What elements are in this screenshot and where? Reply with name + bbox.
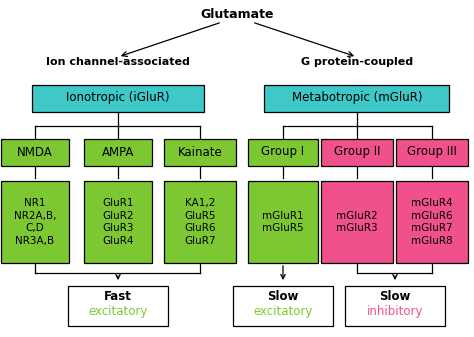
Text: Ion channel-associated: Ion channel-associated	[46, 57, 190, 67]
Bar	[345, 286, 445, 326]
Bar	[264, 85, 449, 112]
Bar	[321, 181, 393, 263]
Text: excitatory: excitatory	[88, 306, 148, 318]
Text: mGluR1
mGluR5: mGluR1 mGluR5	[262, 211, 304, 233]
Text: Group III: Group III	[407, 146, 457, 158]
Text: excitatory: excitatory	[253, 306, 313, 318]
Bar	[1, 139, 69, 165]
Text: Slow: Slow	[267, 290, 299, 304]
Bar	[396, 181, 468, 263]
Bar	[84, 181, 152, 263]
Text: Ionotropic (iGluR): Ionotropic (iGluR)	[66, 92, 170, 104]
Bar	[248, 181, 318, 263]
Text: Group I: Group I	[262, 146, 305, 158]
Bar	[32, 85, 204, 112]
Bar	[164, 139, 236, 165]
Text: Group II: Group II	[334, 146, 380, 158]
Text: mGluR2
mGluR3: mGluR2 mGluR3	[336, 211, 378, 233]
Text: Kainate: Kainate	[178, 146, 222, 158]
Text: AMPA: AMPA	[102, 146, 134, 158]
Text: G protein-coupled: G protein-coupled	[301, 57, 413, 67]
Text: inhibitory: inhibitory	[367, 306, 423, 318]
Text: Glutamate: Glutamate	[200, 7, 274, 21]
Bar	[396, 139, 468, 165]
Bar	[164, 181, 236, 263]
Bar	[233, 286, 333, 326]
Bar	[84, 139, 152, 165]
Bar	[248, 139, 318, 165]
Text: Slow: Slow	[379, 290, 410, 304]
Bar	[1, 181, 69, 263]
Text: NMDA: NMDA	[17, 146, 53, 158]
Bar	[68, 286, 168, 326]
Text: NR1
NR2A,B,
C,D
NR3A,B: NR1 NR2A,B, C,D NR3A,B	[14, 198, 56, 246]
Text: Fast: Fast	[104, 290, 132, 304]
Text: KA1,2
GluR5
GluR6
GluR7: KA1,2 GluR5 GluR6 GluR7	[184, 198, 216, 246]
Bar	[321, 139, 393, 165]
Text: Metabotropic (mGluR): Metabotropic (mGluR)	[292, 92, 422, 104]
Text: mGluR4
mGluR6
mGluR7
mGluR8: mGluR4 mGluR6 mGluR7 mGluR8	[411, 198, 453, 246]
Text: GluR1
GluR2
GluR3
GluR4: GluR1 GluR2 GluR3 GluR4	[102, 198, 134, 246]
